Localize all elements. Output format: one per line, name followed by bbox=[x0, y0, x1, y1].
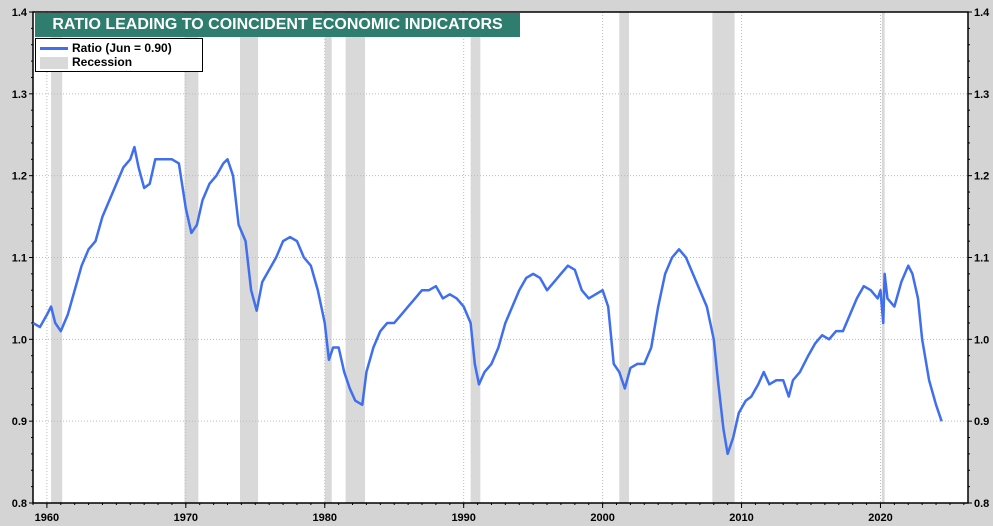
x-tick-label: 2020 bbox=[868, 512, 892, 524]
y-tick-label-left: 1.2 bbox=[12, 171, 27, 183]
recession-band bbox=[184, 12, 199, 503]
recession-band bbox=[324, 12, 332, 503]
x-tick-label: 2010 bbox=[729, 512, 753, 524]
x-tick-label: 1960 bbox=[35, 512, 59, 524]
x-tick-label: 1980 bbox=[313, 512, 337, 524]
y-tick-label-right: 1.3 bbox=[974, 89, 989, 101]
legend: Ratio (Jun = 0.90) Recession bbox=[35, 38, 203, 72]
recession-band bbox=[51, 12, 63, 503]
y-tick-label-left: 1.3 bbox=[12, 89, 27, 101]
x-tick-label: 1990 bbox=[451, 512, 475, 524]
recession-band bbox=[881, 12, 885, 503]
legend-swatch-line bbox=[40, 47, 68, 51]
y-tick-label-right: 1.2 bbox=[974, 171, 989, 183]
recession-band bbox=[470, 12, 481, 503]
recession-band bbox=[345, 12, 366, 503]
y-tick-label-left: 1.0 bbox=[12, 334, 27, 346]
plot-area bbox=[33, 12, 968, 503]
series-line-ratio bbox=[32, 145, 943, 456]
legend-swatch-recession bbox=[40, 56, 68, 69]
legend-item-ratio: Ratio (Jun = 0.90) bbox=[40, 41, 172, 55]
y-tick-label-right: 1.4 bbox=[974, 7, 990, 19]
y-tick-label-right: 0.9 bbox=[974, 416, 989, 428]
legend-label: Recession bbox=[72, 55, 133, 69]
y-tick-label-right: 0.8 bbox=[974, 498, 989, 510]
x-tick-label: 2000 bbox=[590, 512, 614, 524]
y-tick-label-left: 1.4 bbox=[12, 7, 28, 19]
y-tick-label-left: 0.9 bbox=[12, 416, 27, 428]
chart-title: RATIO LEADING TO COINCIDENT ECONOMIC IND… bbox=[35, 13, 520, 37]
y-tick-label-right: 1.1 bbox=[974, 253, 989, 265]
plot-frame bbox=[32, 11, 969, 504]
y-tick-label-left: 1.1 bbox=[12, 253, 27, 265]
legend-label: Ratio (Jun = 0.90) bbox=[72, 41, 172, 55]
x-tick-label: 1970 bbox=[174, 512, 198, 524]
y-tick-label-right: 1.0 bbox=[974, 334, 989, 346]
legend-item-recession: Recession bbox=[40, 55, 132, 69]
y-tick-label-left: 0.8 bbox=[12, 498, 27, 510]
